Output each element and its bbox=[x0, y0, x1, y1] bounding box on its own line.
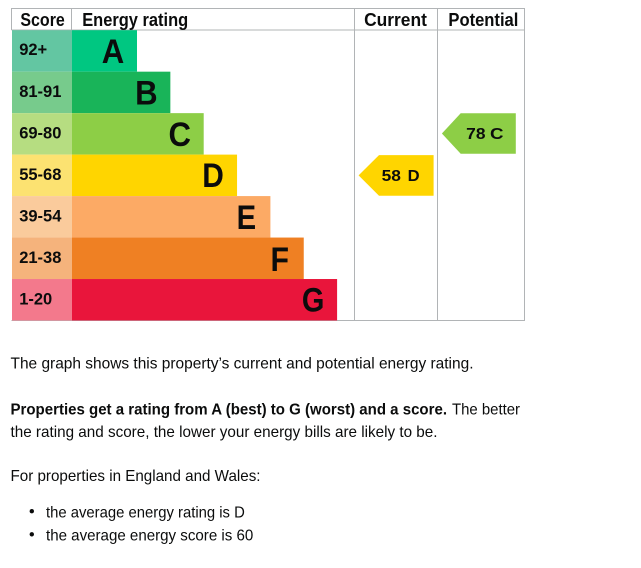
svg-text:the average energy score is 60: the average energy score is 60 bbox=[46, 528, 253, 545]
svg-text:1-20: 1-20 bbox=[19, 290, 52, 308]
svg-text:21-38: 21-38 bbox=[19, 249, 61, 267]
svg-text:F: F bbox=[271, 241, 290, 279]
svg-text:the average energy rating is D: the average energy rating is D bbox=[46, 505, 245, 522]
svg-text:Energy rating: Energy rating bbox=[82, 10, 188, 30]
svg-text:92+: 92+ bbox=[19, 41, 47, 59]
svg-text:55-68: 55-68 bbox=[19, 166, 61, 184]
svg-text:39-54: 39-54 bbox=[19, 207, 62, 225]
svg-text:Potential: Potential bbox=[448, 10, 518, 30]
svg-text:D: D bbox=[408, 168, 420, 185]
svg-text:C: C bbox=[490, 126, 504, 143]
svg-text:B: B bbox=[135, 74, 158, 112]
svg-text:G: G bbox=[302, 282, 325, 320]
svg-text:A: A bbox=[102, 33, 125, 71]
svg-text:the rating and score, the lowe: the rating and score, the lower your ene… bbox=[11, 424, 438, 441]
svg-text:C: C bbox=[168, 116, 191, 154]
svg-text:78: 78 bbox=[466, 126, 485, 143]
svg-text:D: D bbox=[202, 157, 224, 195]
svg-text:Current: Current bbox=[364, 10, 427, 30]
svg-text:The better: The better bbox=[452, 402, 521, 419]
svg-text:For properties in England and: For properties in England and Wales: bbox=[11, 468, 261, 485]
svg-text:Score: Score bbox=[20, 10, 64, 30]
svg-text:58: 58 bbox=[382, 168, 401, 185]
svg-text:Properties get a rating from A: Properties get a rating from A (best) to… bbox=[11, 402, 448, 419]
svg-text:E: E bbox=[237, 199, 257, 237]
svg-text:69-80: 69-80 bbox=[19, 124, 61, 142]
svg-text:81-91: 81-91 bbox=[19, 83, 61, 101]
svg-text:The graph shows this property’: The graph shows this property’s current … bbox=[11, 356, 474, 373]
